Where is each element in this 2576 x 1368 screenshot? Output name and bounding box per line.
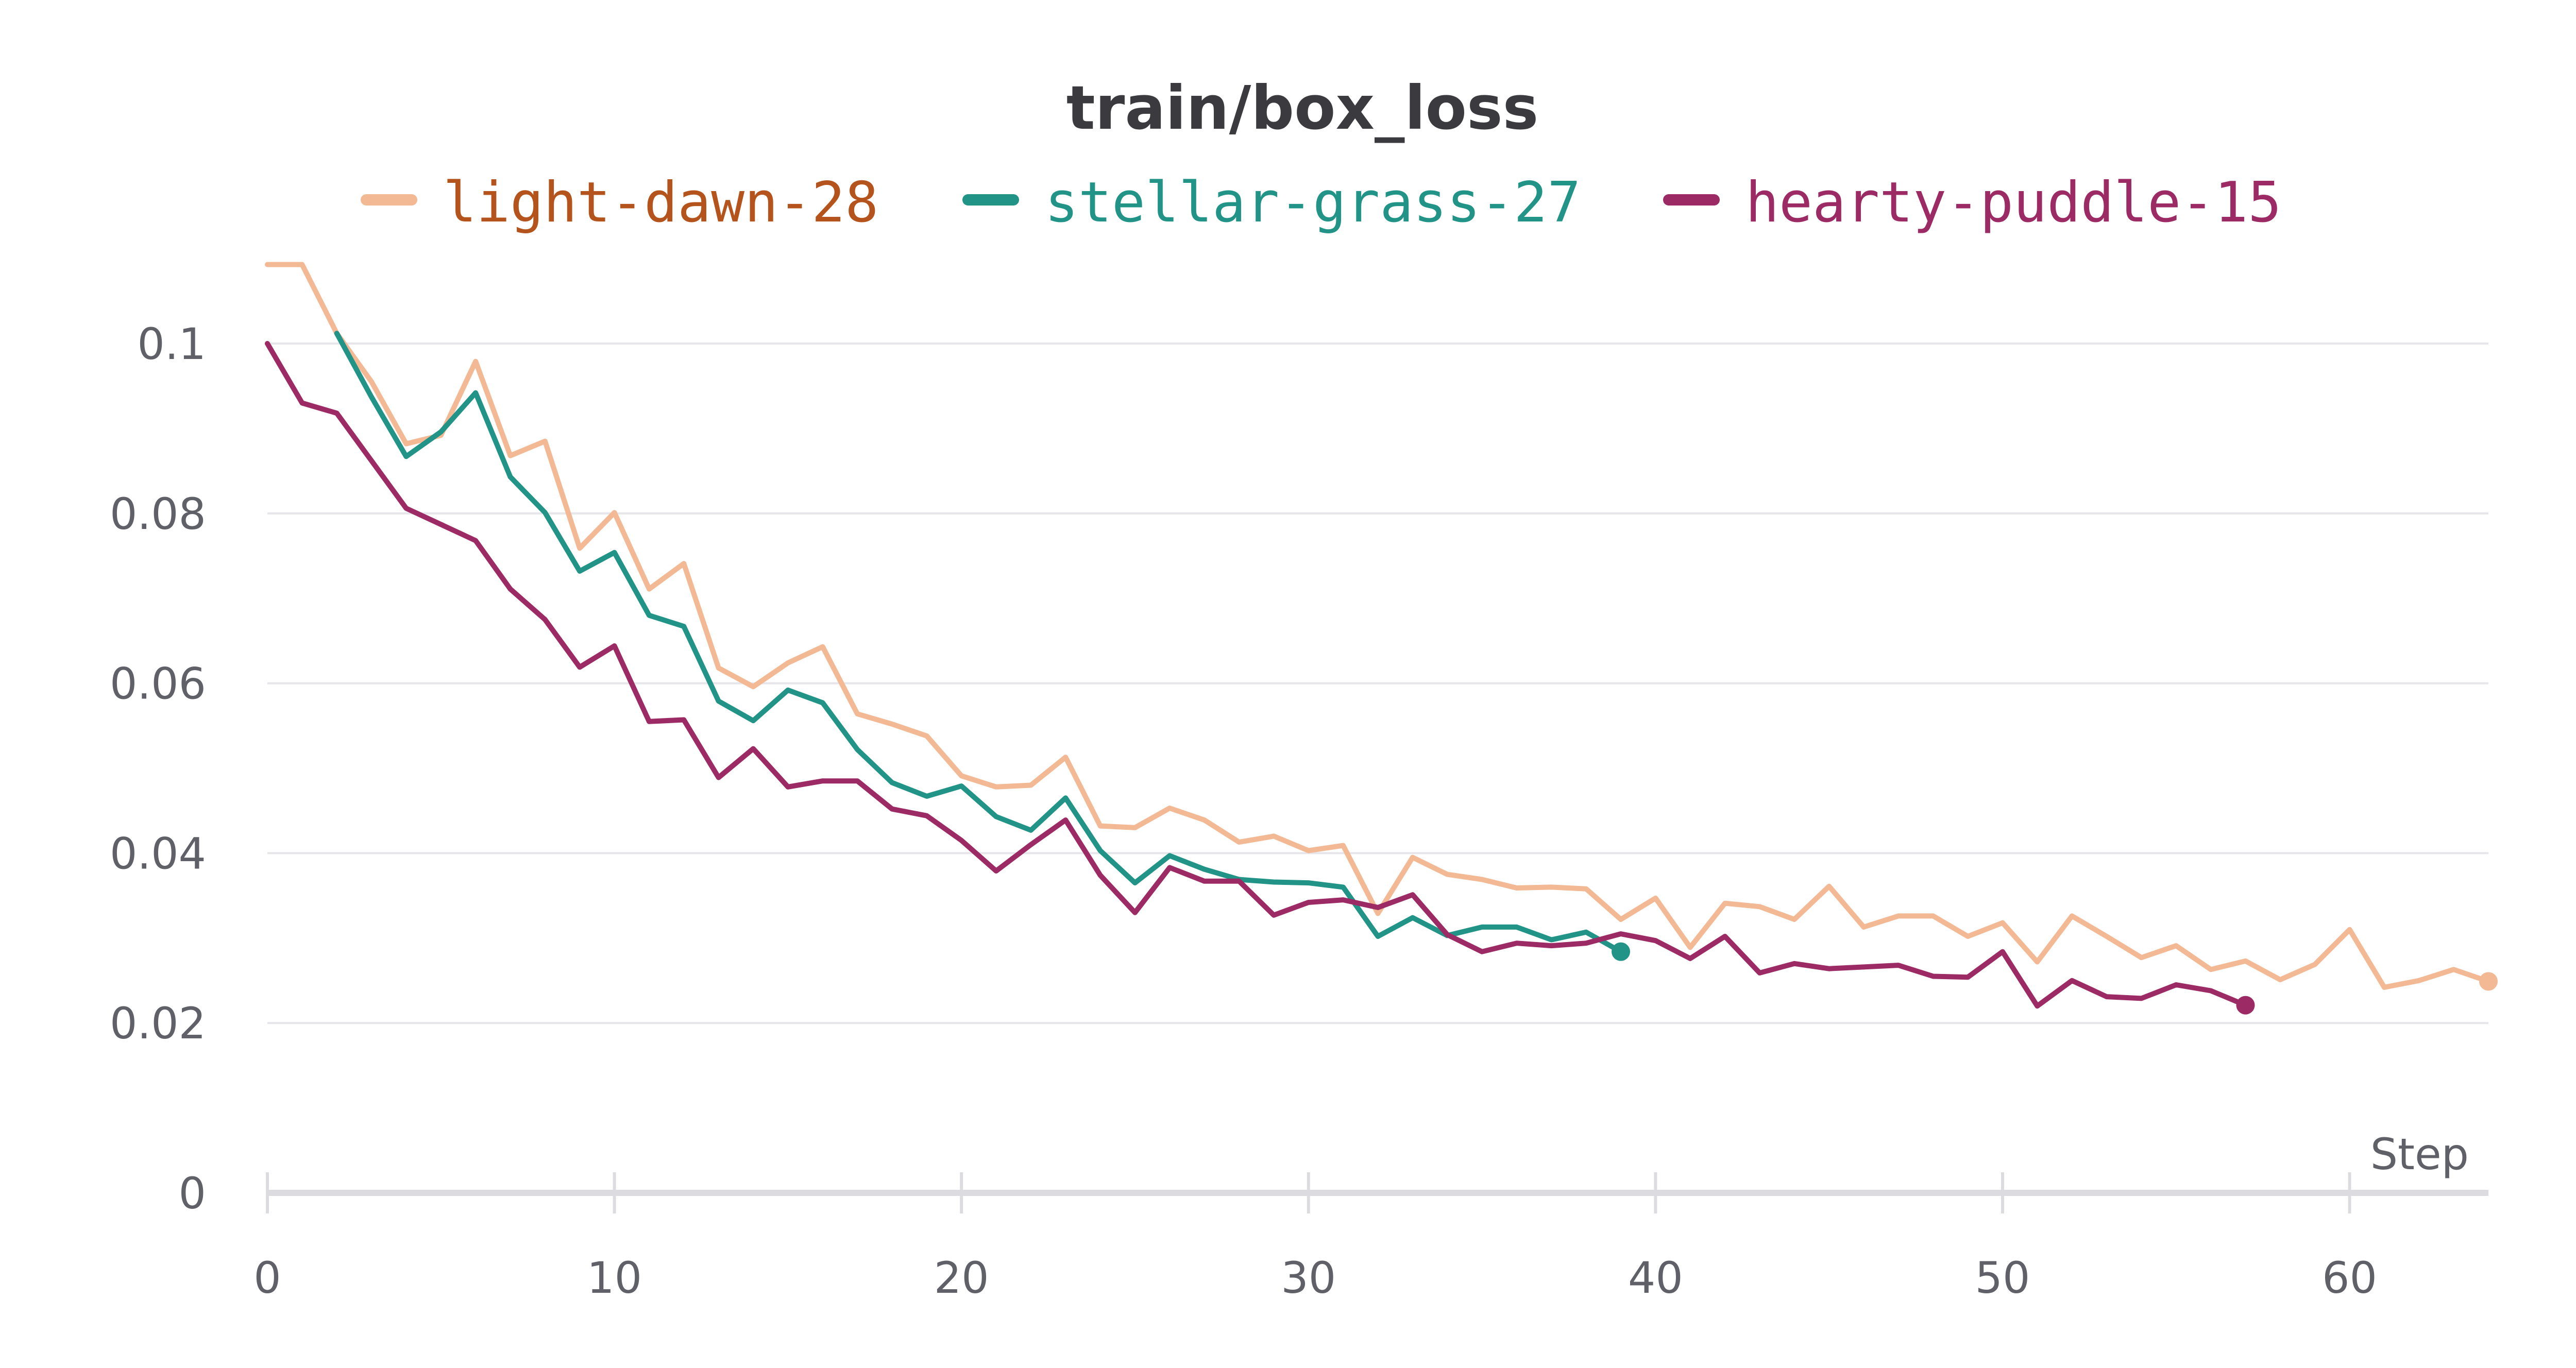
series-line bbox=[334, 331, 1623, 954]
x-tick-label: 0 bbox=[253, 1253, 281, 1303]
x-tick-label: 60 bbox=[2322, 1253, 2377, 1303]
legend-swatch bbox=[361, 194, 417, 206]
legend-label: stellar-grass-27 bbox=[1045, 170, 1581, 235]
x-tick-label: 30 bbox=[1281, 1253, 1336, 1303]
legend: light-dawn-28 stellar-grass-27 hearty-pudd… bbox=[361, 170, 2281, 235]
y-tick-label: 0.02 bbox=[110, 998, 206, 1049]
y-tick-label: 0.04 bbox=[110, 828, 206, 879]
x-tick-label: 50 bbox=[1975, 1253, 2030, 1303]
series-end-marker bbox=[2479, 972, 2498, 991]
x-axis: 0 10 20 30 40 50 60 bbox=[253, 1172, 2488, 1303]
y-tick-label: 0.1 bbox=[137, 319, 206, 369]
y-axis: 0 0.02 0.04 0.06 0.08 0.1 bbox=[110, 319, 206, 1219]
series-layer bbox=[265, 262, 2498, 1015]
y-tick-label: 0.08 bbox=[110, 489, 206, 539]
x-tick-label: 10 bbox=[587, 1253, 642, 1303]
series-end-marker bbox=[1612, 942, 1631, 961]
x-tick-label: 20 bbox=[934, 1253, 989, 1303]
legend-swatch bbox=[1663, 194, 1720, 206]
x-axis-label: Step bbox=[2370, 1129, 2469, 1179]
x-tick-label: 40 bbox=[1628, 1253, 1683, 1303]
series-line bbox=[265, 262, 2491, 990]
y-tick-label: 0 bbox=[179, 1168, 206, 1219]
chart-title: train/box_loss bbox=[1066, 73, 1539, 143]
legend-label: hearty-puddle-15 bbox=[1745, 170, 2281, 235]
grid bbox=[267, 343, 2488, 1024]
legend-label: light-dawn-28 bbox=[443, 170, 878, 235]
legend-swatch bbox=[962, 194, 1019, 206]
series-line bbox=[265, 341, 2248, 1009]
series-end-marker bbox=[2236, 996, 2255, 1015]
y-tick-label: 0.06 bbox=[110, 659, 206, 709]
